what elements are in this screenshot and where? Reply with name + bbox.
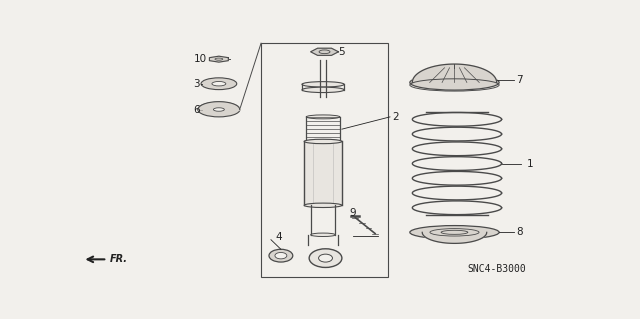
Ellipse shape (213, 108, 225, 111)
Ellipse shape (275, 252, 287, 259)
Ellipse shape (319, 254, 332, 262)
Ellipse shape (410, 75, 499, 90)
Ellipse shape (306, 115, 340, 119)
Text: 9: 9 (349, 208, 356, 218)
Text: FR.: FR. (110, 254, 128, 264)
Ellipse shape (309, 249, 342, 267)
Polygon shape (412, 64, 497, 83)
Ellipse shape (306, 139, 340, 144)
Ellipse shape (410, 226, 499, 239)
Ellipse shape (201, 78, 237, 90)
Polygon shape (209, 56, 228, 62)
Text: 10: 10 (193, 54, 207, 64)
Text: 1: 1 (527, 159, 533, 168)
Ellipse shape (269, 249, 292, 262)
Ellipse shape (198, 102, 240, 117)
Ellipse shape (319, 50, 330, 54)
Ellipse shape (215, 58, 223, 60)
Ellipse shape (302, 82, 344, 87)
Text: 3: 3 (193, 79, 200, 89)
Polygon shape (422, 232, 487, 243)
Text: 2: 2 (392, 112, 399, 122)
Ellipse shape (212, 82, 226, 86)
Text: SNC4-B3000: SNC4-B3000 (467, 264, 525, 274)
Ellipse shape (302, 87, 344, 93)
Polygon shape (310, 48, 339, 56)
Ellipse shape (304, 139, 342, 144)
Ellipse shape (304, 203, 342, 208)
Text: 8: 8 (516, 227, 523, 237)
Bar (261, 43, 388, 277)
Text: 4: 4 (275, 232, 282, 242)
Ellipse shape (310, 233, 335, 236)
Text: 5: 5 (338, 47, 344, 57)
Text: 6: 6 (193, 105, 200, 115)
Polygon shape (304, 141, 342, 205)
Text: 7: 7 (516, 75, 523, 85)
